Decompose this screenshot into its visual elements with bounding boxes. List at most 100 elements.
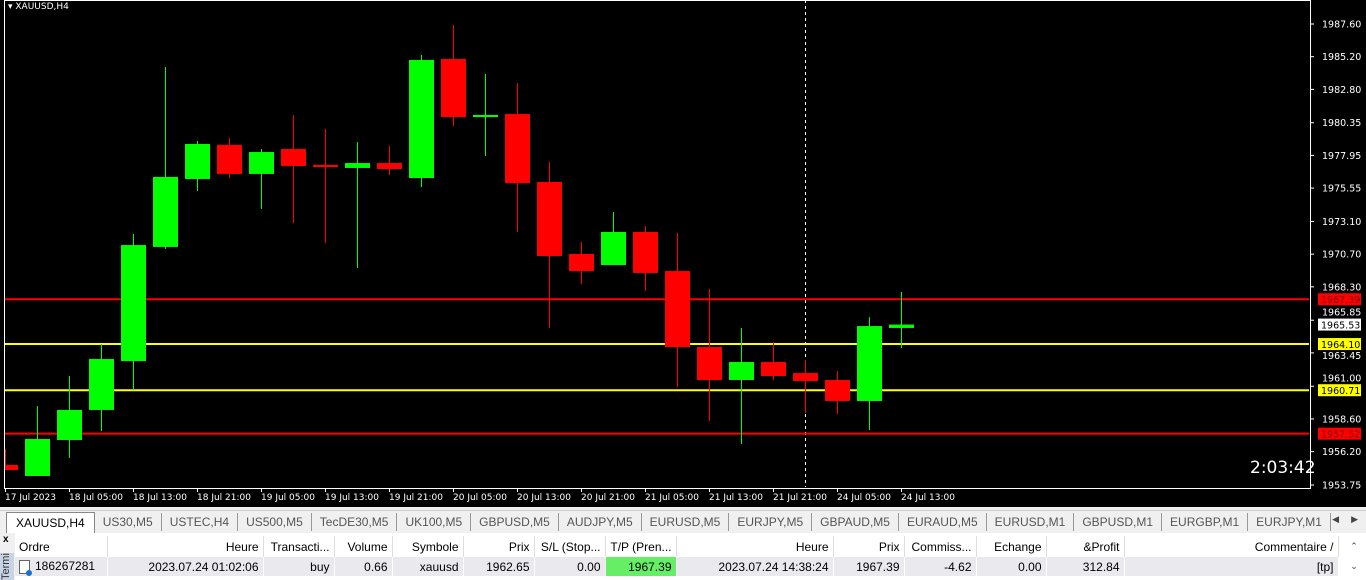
- level-price-label: 1960.71: [1321, 386, 1360, 397]
- candle-bear: [313, 164, 338, 167]
- level-price-label-box: [1318, 338, 1361, 351]
- level-price-label-box: [1318, 384, 1361, 397]
- candle-bear: [217, 144, 242, 174]
- column-header[interactable]: Prix: [833, 536, 905, 557]
- candle-bull: [185, 143, 210, 179]
- cell-value: 1967.39: [628, 559, 672, 574]
- tab-eurusd-m1[interactable]: EURUSD,M1: [987, 513, 1075, 531]
- candle-bear: [5, 464, 18, 471]
- candle-bull: [25, 438, 50, 477]
- column-header[interactable]: Commentaire /: [1124, 536, 1339, 557]
- y-tick-label: 1980.35: [1322, 118, 1361, 129]
- x-tick-label: 21 Jul 05:00: [645, 493, 699, 503]
- table-scrollbar[interactable]: ⌃ ⌄: [1342, 536, 1366, 580]
- close-icon[interactable]: x: [3, 534, 9, 545]
- candle-timer: 2:03:42: [1250, 458, 1316, 478]
- x-tick-label: 18 Jul 21:00: [197, 493, 251, 503]
- chart-tabs: XAUUSD,H4 US30,M5 USTEC,H4 US500,M5 TecDE30,…: [0, 510, 1366, 533]
- tab-us30-m5[interactable]: US30,M5: [95, 513, 162, 531]
- level-price-label-box: [1318, 427, 1361, 440]
- y-tick-label: 1953.75: [1322, 481, 1361, 492]
- terminal-panel: x Terminal Ordre Heure Transacti... Volume S…: [0, 533, 1366, 580]
- column-header[interactable]: Volume: [334, 536, 393, 557]
- y-tick-label: 1965.85: [1322, 308, 1361, 319]
- column-header[interactable]: Echange: [976, 536, 1047, 557]
- x-tick-label: 21 Jul 21:00: [773, 493, 827, 503]
- candle-bear: [633, 231, 658, 273]
- candle-bear: [537, 181, 562, 257]
- tab-eurgbp-m1[interactable]: EURGBP,M1: [1162, 513, 1249, 531]
- y-tick-label: 1987.60: [1322, 20, 1361, 31]
- candle-bull: [857, 326, 882, 401]
- table-cell: 186267281: [15, 557, 108, 576]
- column-header[interactable]: Symbole: [392, 536, 464, 557]
- column-header[interactable]: T/P (Pren...: [605, 536, 677, 557]
- tab-eurusd-m5[interactable]: EURUSD,M5: [642, 513, 730, 531]
- chart-frame: [4, 0, 1311, 489]
- column-header[interactable]: Transacti...: [263, 536, 335, 557]
- tab-gbpusd-m5[interactable]: GBPUSD,M5: [471, 513, 559, 531]
- cell-value: 186267281: [35, 559, 96, 574]
- x-tick-label: 20 Jul 13:00: [517, 493, 571, 503]
- tab-xauusd-h4[interactable]: XAUUSD,H4: [6, 511, 95, 533]
- x-tick-label: 20 Jul 05:00: [453, 493, 507, 503]
- candle-bear: [281, 149, 306, 167]
- column-header[interactable]: &Profit: [1046, 536, 1125, 557]
- cell-value: 0.00: [577, 559, 601, 574]
- table-cell: 1967.39: [605, 557, 677, 576]
- level-price-label: 1964.10: [1321, 340, 1360, 351]
- plot-area: [5, 1, 1309, 487]
- y-tick-label: 1958.60: [1322, 414, 1361, 425]
- column-header[interactable]: Commiss...: [904, 536, 977, 557]
- level-price-label: 1957.52: [1321, 430, 1360, 441]
- table-row[interactable]: 186267281 2023.07.24 01:02:06 buy 0.66 xauus…: [15, 557, 1339, 576]
- candle-bull: [153, 176, 178, 247]
- column-header[interactable]: Ordre: [15, 536, 108, 557]
- bid-price-label-box: [1318, 318, 1361, 331]
- scroll-down-icon[interactable]: ⌄: [1350, 561, 1358, 571]
- tab-uk100-m5[interactable]: UK100,M5: [397, 513, 472, 531]
- table-cell: -4.62: [904, 557, 977, 576]
- candle-bull: [89, 359, 114, 410]
- tab-gbpusd-m1[interactable]: GBPUSD,M1: [1074, 513, 1163, 531]
- x-tick-label: 24 Jul 13:00: [901, 493, 955, 503]
- candle-bear: [825, 379, 850, 401]
- chart-symbol: XAUUSD,H4: [15, 2, 69, 12]
- level-price-label: 1967.39: [1321, 295, 1360, 306]
- terminal-sidebar: x Terminal: [0, 533, 15, 580]
- x-tick-label: 17 Jul 2023: [5, 493, 56, 503]
- candle-bull: [729, 362, 754, 380]
- column-header[interactable]: Heure: [676, 536, 834, 557]
- tab-scroll: ◀ ▶: [1320, 514, 1358, 525]
- price-chart[interactable]: 1987.60 1985.20 1982.80 1980.35 1977.95 1975.…: [0, 0, 1366, 507]
- tab-audjpy-m5[interactable]: AUDJPY,M5: [559, 513, 642, 531]
- y-tick-label: 1977.95: [1322, 151, 1361, 162]
- table-cell: 312.84: [1046, 557, 1125, 576]
- cell-value: [tp]: [1316, 559, 1334, 574]
- tab-euraud-m5[interactable]: EURAUD,M5: [899, 513, 987, 531]
- cell-value: 1967.39: [856, 559, 900, 574]
- trade-table: Ordre Heure Transacti... Volume Symbole Prix S…: [15, 536, 1339, 576]
- column-header[interactable]: S/L (Stop...: [534, 536, 606, 557]
- tab-right-arrow-icon[interactable]: ▶: [1351, 514, 1358, 524]
- tab-tecde30-m5[interactable]: TecDE30,M5: [312, 513, 398, 531]
- tab-eurjpy-m1[interactable]: EURJPY,M1: [1248, 513, 1331, 531]
- candle-bear: [569, 254, 594, 272]
- candle-bear: [761, 362, 786, 377]
- chart-title: ▾ XAUUSD,H4: [8, 2, 69, 12]
- candlestick-chart[interactable]: 1987.60 1985.20 1982.80 1980.35 1977.95 1975.…: [0, 0, 1366, 507]
- table-cell: 0.66: [334, 557, 393, 576]
- tab-ustec-h4[interactable]: USTEC,H4: [162, 513, 239, 531]
- scroll-up-icon[interactable]: ⌃: [1350, 541, 1358, 551]
- tab-gbpaud-m5[interactable]: GBPAUD,M5: [812, 513, 899, 531]
- candle-bear: [377, 163, 402, 170]
- column-header[interactable]: Heure: [107, 536, 264, 557]
- table-cell: 1967.39: [833, 557, 905, 576]
- tab-left-arrow-icon[interactable]: ◀: [1332, 514, 1340, 524]
- tab-eurjpy-m5[interactable]: EURJPY,M5: [729, 513, 813, 531]
- cell-value: 312.84: [1082, 559, 1120, 574]
- cell-value: 0.00: [1018, 559, 1042, 574]
- column-header[interactable]: Prix: [463, 536, 535, 557]
- tab-us500-m5[interactable]: US500,M5: [238, 513, 312, 531]
- y-tick-label: 1968.30: [1322, 282, 1361, 293]
